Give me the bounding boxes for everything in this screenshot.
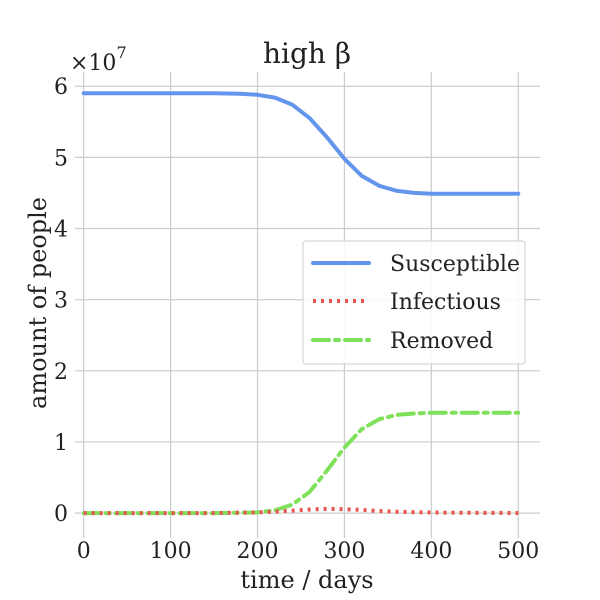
y-offset-label: ×107 xyxy=(70,43,127,76)
legend: Susceptible Infectious Removed xyxy=(302,240,526,365)
x-tick-label: 300 xyxy=(323,539,365,564)
series-lines xyxy=(81,91,521,516)
x-tick-label: 0 xyxy=(77,539,91,564)
y-tick-label: 4 xyxy=(54,218,68,243)
series-line-infectious xyxy=(83,506,519,516)
x-tick-label: 500 xyxy=(497,539,539,564)
y-tick-label: 2 xyxy=(54,360,68,385)
y-tick-label: 1 xyxy=(54,431,68,456)
series-line-susceptible xyxy=(81,91,521,196)
y-tick-label: 0 xyxy=(54,502,68,527)
legend-label-removed: Removed xyxy=(390,329,493,354)
y-tick-label: 5 xyxy=(54,146,68,171)
x-tick-label: 100 xyxy=(150,539,192,564)
x-axis-label: time / days xyxy=(240,566,373,594)
x-tick-label: 400 xyxy=(410,539,452,564)
y-offset-exponent: 7 xyxy=(116,43,126,62)
legend-label-susceptible: Susceptible xyxy=(390,252,520,277)
series-line-removed xyxy=(81,410,521,516)
chart-title: high β xyxy=(263,37,351,70)
y-tick-label: 6 xyxy=(54,75,68,100)
legend-label-infectious: Infectious xyxy=(390,290,501,315)
x-tick-label: 200 xyxy=(237,539,279,564)
y-tick-label: 3 xyxy=(54,289,68,314)
legend-box xyxy=(302,240,526,365)
tick-labels: 0 100 200 300 400 500 0 1 2 3 4 5 6 xyxy=(54,75,539,564)
y-axis-label: amount of people xyxy=(24,197,52,409)
